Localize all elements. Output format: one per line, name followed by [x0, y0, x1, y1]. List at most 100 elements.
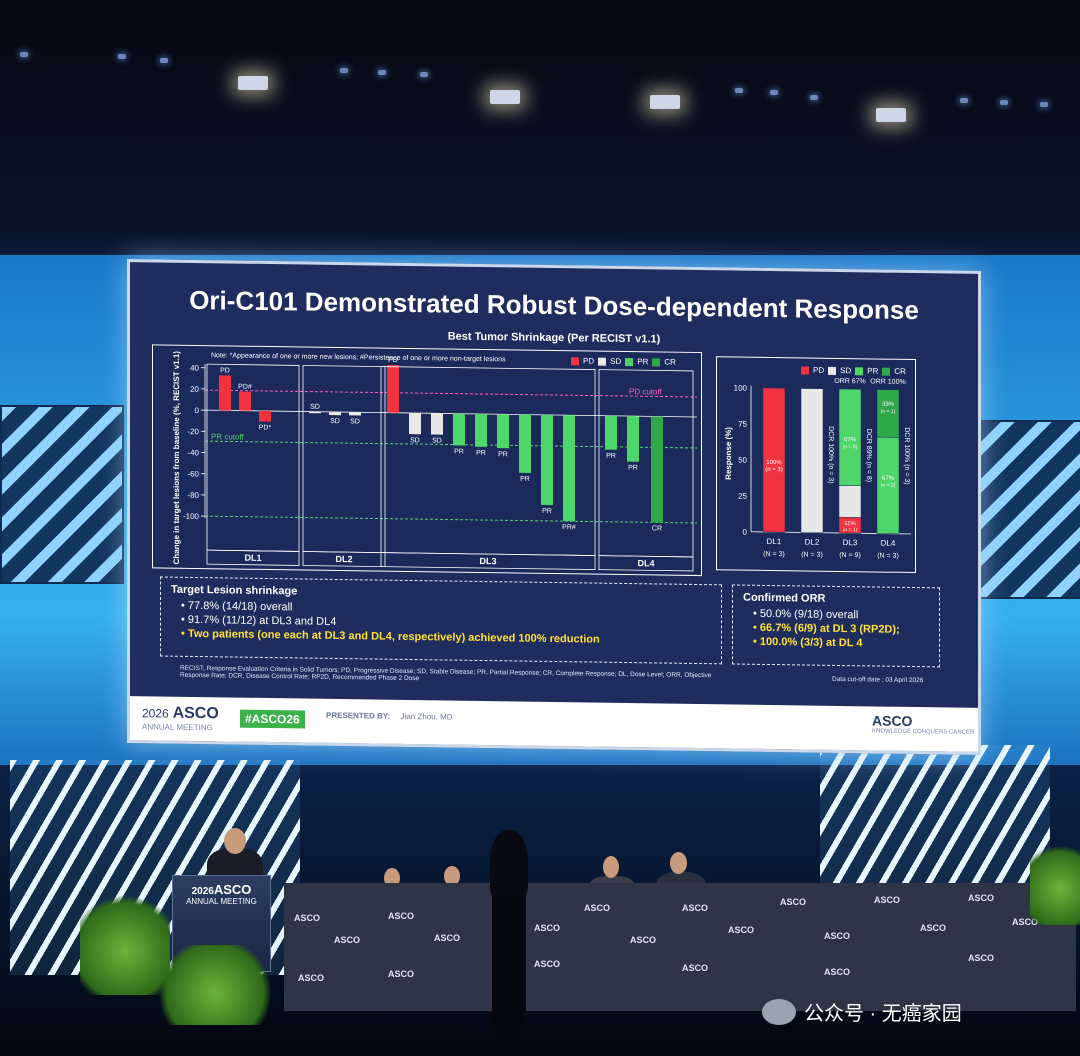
meeting-brand: ASCO — [172, 704, 219, 723]
wechat-icon — [762, 998, 796, 1025]
ytick-label: 25 — [738, 492, 747, 501]
dcr-label: DCR 100% (n = 3) — [827, 426, 834, 483]
ytick-label: 100 — [734, 384, 748, 393]
asco-brand-sub: KNOWLEDGE CONQUERS CANCER — [872, 728, 975, 736]
ytick-label: -20 — [187, 427, 199, 436]
hashtag-badge: #ASCO26 — [240, 709, 305, 729]
table-logo: ASCO — [434, 933, 461, 943]
dose-group-label: DL2 — [335, 554, 352, 564]
ytick-label: 0 — [195, 406, 200, 415]
dcr-label: DCR 100% (n = 3) — [903, 427, 910, 484]
bar-label: PD# — [238, 384, 252, 391]
pd-cutoff-label: PD cutoff — [629, 387, 663, 396]
ytick-label: -80 — [187, 491, 199, 500]
ytick-label: 40 — [190, 364, 199, 373]
cr-line — [205, 515, 697, 524]
table-logo: ASCO — [584, 903, 611, 913]
ytick-label: -60 — [187, 469, 199, 478]
ceiling-light — [238, 76, 268, 90]
waterfall-bar — [309, 411, 321, 414]
dose-level-n: (N = 3) — [877, 553, 899, 560]
speaker-head — [224, 828, 246, 854]
ceiling-light — [650, 95, 680, 109]
bar-label: SD — [432, 437, 442, 444]
dose-group-label: DL3 — [479, 556, 496, 566]
bar-label: PR — [498, 451, 508, 458]
ceiling-spot — [960, 98, 968, 103]
dose-group-box — [380, 552, 596, 570]
dose-level-label: DL4 — [881, 539, 896, 548]
ceiling-spot — [118, 54, 126, 59]
bar-label: SD — [410, 437, 420, 444]
table-logo: ASCO — [298, 973, 325, 983]
waterfall-bar — [497, 414, 509, 449]
bar-label: PD* — [259, 424, 272, 431]
segment-pct: 33% — [882, 402, 895, 408]
meeting-year: 2026 — [142, 706, 169, 721]
bar-label: PR — [606, 453, 616, 460]
ytick-label: 20 — [190, 385, 199, 394]
waterfall-bar — [519, 414, 531, 473]
bar-label: PD — [388, 357, 398, 364]
waterfall-bar — [651, 416, 663, 523]
waterfall-ylabel: Change in target lesions from baseline (… — [172, 351, 181, 565]
plant-podium — [150, 945, 280, 1025]
podium-sub: ANNUAL MEETING — [186, 897, 257, 906]
bar-label: PD — [220, 367, 230, 374]
dose-group-box — [598, 555, 694, 572]
table-logo: ASCO — [682, 903, 709, 913]
orr-highlight: • 66.7% (6/9) at DL 3 (RP2D); — [753, 621, 900, 636]
table-logo: ASCO — [534, 959, 561, 969]
response-segment — [838, 485, 862, 518]
ceiling-light — [876, 108, 906, 122]
confirmed-orr-title: Confirmed ORR — [743, 591, 826, 605]
slide-footer: 2026 ASCO ANNUAL MEETING #ASCO26 PRESENT… — [130, 696, 978, 752]
zero-line — [205, 409, 697, 418]
table-logo: ASCO — [388, 969, 415, 979]
segment-pct: 67% — [844, 437, 857, 443]
table-logo: ASCO — [780, 897, 807, 907]
data-cutoff-date: Data cut-off date : 03 April 2026 — [832, 675, 924, 685]
table-logo: ASCO — [968, 953, 995, 963]
ytick-label: -100 — [183, 512, 200, 521]
meeting-sub: ANNUAL MEETING — [142, 722, 213, 733]
waterfall-bar — [475, 413, 487, 447]
dose-level-n: (N = 9) — [839, 552, 861, 559]
ceiling-spot — [810, 95, 818, 100]
table-logo: ASCO — [968, 893, 995, 903]
segment-pct: 100% — [766, 460, 782, 466]
table-logo: ASCO — [1012, 917, 1039, 927]
waterfall-bar — [431, 413, 443, 435]
orr-label: ORR 100% — [870, 378, 905, 385]
asco-brand-logo: ASCO KNOWLEDGE CONQUERS CANCER — [872, 712, 974, 735]
dose-level-n: (N = 3) — [763, 551, 785, 558]
ceiling-spot — [378, 70, 386, 75]
waterfall-bar — [453, 413, 465, 446]
table-logo: ASCO — [388, 911, 415, 921]
stage-stripes-right — [820, 745, 1050, 885]
table-logo: ASCO — [824, 967, 851, 977]
target-lesion-box: Target Lesion shrinkage • 77.8% (14/18) … — [160, 576, 722, 665]
abbreviations: RECIST, Response Evaluation Criteria in … — [180, 664, 712, 683]
presented-by-label: PRESENTED BY: — [326, 710, 391, 721]
bar-label: PR — [454, 448, 464, 455]
orr-text: 50.0% (9/18) overall — [759, 607, 859, 622]
segment-n: (n = 6) — [843, 444, 858, 450]
camera-pole — [492, 896, 526, 1056]
camera-head — [490, 830, 528, 900]
ceiling-spot — [735, 88, 743, 93]
meeting-logo: 2026 ASCO ANNUAL MEETING — [142, 704, 219, 733]
waterfall-bar — [329, 411, 341, 416]
orr-line: • 50.0% (9/18) overall — [753, 607, 859, 622]
ceiling-spot — [160, 58, 168, 63]
confirmed-orr-box: Confirmed ORR • 50.0% (9/18) overall • 6… — [732, 584, 940, 668]
dose-group-box — [302, 551, 386, 568]
panelist-head — [670, 852, 687, 874]
dose-level-label: DL3 — [843, 538, 858, 547]
dose-group-frame — [302, 365, 386, 554]
side-screen-left — [0, 405, 124, 584]
orr-highlight: • 100.0% (3/3) at DL 4 — [753, 635, 863, 650]
bar-label: CR — [652, 525, 662, 532]
response-segment — [876, 389, 900, 438]
